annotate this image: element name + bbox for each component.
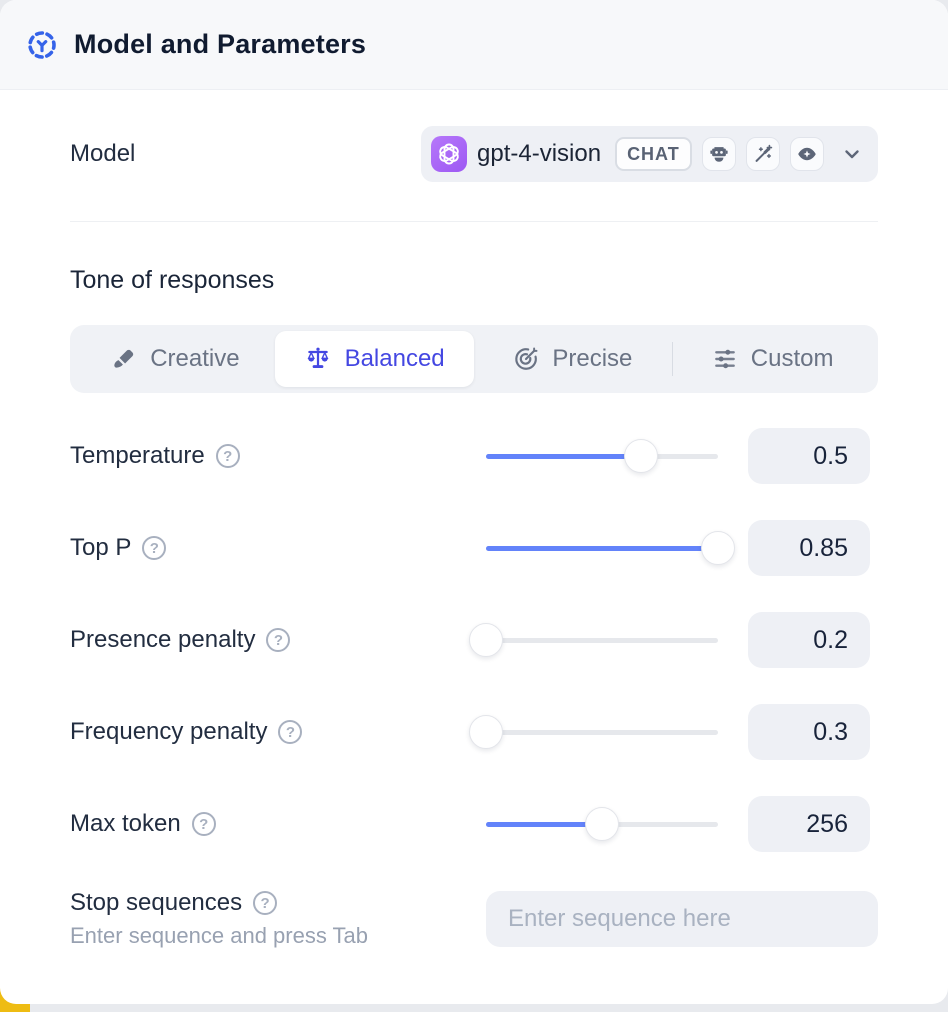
top-p-slider[interactable] [486,531,735,565]
balance-scale-icon [304,345,332,373]
max-token-value[interactable]: 256 [748,796,870,852]
tone-option-custom[interactable]: Custom [673,331,872,387]
openai-logo-icon [431,136,467,172]
temperature-slider[interactable] [486,439,718,473]
panel-header: Model and Parameters [0,0,948,90]
top-p-label-wrap: Top P? [70,534,486,562]
help-icon[interactable]: ? [266,628,291,652]
brush-icon [111,346,137,372]
stop-sequence-input[interactable] [486,891,878,947]
section-divider [70,221,878,222]
slider-track[interactable] [486,638,718,643]
param-row-temperature: Temperature? 0.5 [70,428,878,484]
frequency-penalty-value[interactable]: 0.3 [748,704,870,760]
sliders-icon [712,346,738,372]
help-icon[interactable]: ? [142,536,167,560]
robot-icon [701,137,736,171]
presence-penalty-value[interactable]: 0.2 [748,612,870,668]
target-icon [513,346,539,372]
slider-track[interactable] [486,730,718,735]
stop-sequences-row: Stop sequences ? Enter sequence and pres… [70,889,878,949]
stop-sequences-hint: Enter sequence and press Tab [70,923,369,948]
temperature-slider-handle[interactable] [624,439,659,473]
tone-option-label: Custom [750,345,834,372]
parameter-rows: Temperature? 0.5 Top P? 0.85 Presence penalt… [70,428,878,852]
presence-penalty-slider[interactable] [469,623,718,657]
segment-divider [672,342,674,376]
model-select[interactable]: gpt-4-vision CHAT [421,126,878,182]
help-icon[interactable]: ? [278,720,303,744]
temperature-value[interactable]: 0.5 [748,428,870,484]
slider-fill [486,454,642,459]
frequency-penalty-label: Frequency penalty [70,718,268,745]
vision-eye-icon [789,137,824,171]
max-token-label: Max token [70,810,181,837]
frequency-penalty-slider[interactable] [469,715,718,749]
tone-option-label: Balanced [344,345,445,372]
tone-option-label: Creative [150,345,240,372]
max-token-slider[interactable] [486,807,718,841]
help-icon[interactable]: ? [215,444,240,468]
chat-mode-badge: CHAT [615,137,692,171]
presence-penalty-label-wrap: Presence penalty? [70,626,486,654]
tone-option-creative[interactable]: Creative [76,331,275,387]
presence-penalty-label: Presence penalty [70,626,256,653]
help-icon[interactable]: ? [191,812,216,836]
temperature-label: Temperature [70,442,205,469]
param-row-max-token: Max token? 256 [70,796,878,852]
max-token-slider-handle[interactable] [585,807,619,841]
tone-option-precise[interactable]: Precise [474,331,673,387]
presence-penalty-slider-handle[interactable] [469,623,503,657]
model-row: Model gpt-4-vision CHAT [70,126,878,182]
max-token-label-wrap: Max token? [70,810,486,838]
model-label: Model [70,140,136,167]
frequency-penalty-slider-handle[interactable] [469,715,503,749]
param-row-presence-penalty: Presence penalty? 0.2 [70,612,878,668]
top-p-value[interactable]: 0.85 [748,520,870,576]
tone-segmented-control: Creative Balanced Precise Custom [70,325,878,393]
selected-model-name: gpt-4-vision [477,140,602,167]
slider-fill [486,546,718,551]
top-p-slider-handle[interactable] [701,531,735,565]
tone-option-label: Precise [552,345,633,372]
capability-icons [701,137,824,171]
stop-sequences-labels: Stop sequences ? Enter sequence and pres… [70,889,486,949]
tone-option-balanced[interactable]: Balanced [274,331,474,387]
top-p-label: Top P [70,534,132,561]
stop-sequences-label: Stop sequences [70,889,243,916]
page-title: Model and Parameters [74,29,367,59]
tone-heading: Tone of responses [70,266,275,294]
frequency-penalty-label-wrap: Frequency penalty? [70,718,486,746]
magic-wand-icon [745,137,780,171]
param-row-top-p: Top P? 0.85 [70,520,878,576]
param-row-frequency-penalty: Frequency penalty? 0.3 [70,704,878,760]
chevron-down-icon [840,142,864,166]
model-hub-icon [26,29,58,61]
slider-fill [486,822,602,827]
panel-content: Model gpt-4-vision CHAT [0,126,948,949]
help-icon[interactable]: ? [253,891,278,915]
temperature-label-wrap: Temperature? [70,442,486,470]
